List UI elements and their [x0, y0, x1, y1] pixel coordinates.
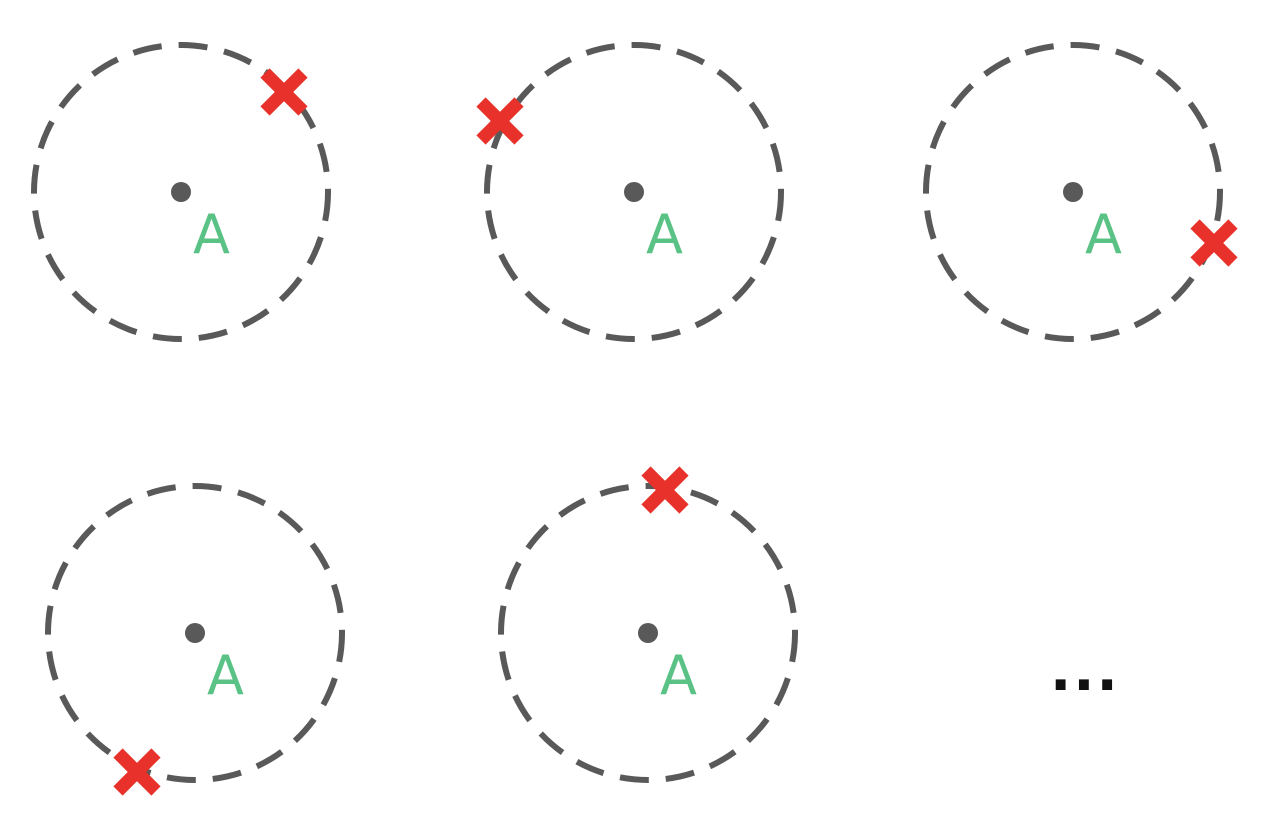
- dashed-circle: [31, 42, 331, 342]
- center-label: A: [660, 644, 697, 707]
- center-point: [1063, 182, 1083, 202]
- dashed-circle: [45, 483, 345, 783]
- center-label: A: [207, 644, 244, 707]
- panel-3: A: [923, 42, 1238, 342]
- center-point: [624, 182, 644, 202]
- dashed-circle: [484, 42, 784, 342]
- dashed-circle: [498, 483, 798, 783]
- center-label: A: [646, 203, 683, 266]
- panel-4: A: [45, 483, 345, 796]
- cross-icon: [260, 68, 308, 116]
- panel-2: A: [476, 42, 784, 342]
- center-label: A: [1085, 203, 1122, 266]
- center-point: [638, 623, 658, 643]
- center-point: [185, 623, 205, 643]
- cross-icon: [476, 97, 524, 145]
- center-point: [171, 182, 191, 202]
- ellipsis: ...: [1050, 639, 1120, 704]
- dashed-circle: [923, 42, 1223, 342]
- cross-icon: [641, 466, 689, 514]
- cross-icon: [1190, 219, 1238, 267]
- center-label: A: [193, 203, 230, 266]
- cross-icon: [113, 748, 161, 796]
- panel-5: A: [498, 466, 798, 783]
- panel-1: A: [31, 42, 331, 342]
